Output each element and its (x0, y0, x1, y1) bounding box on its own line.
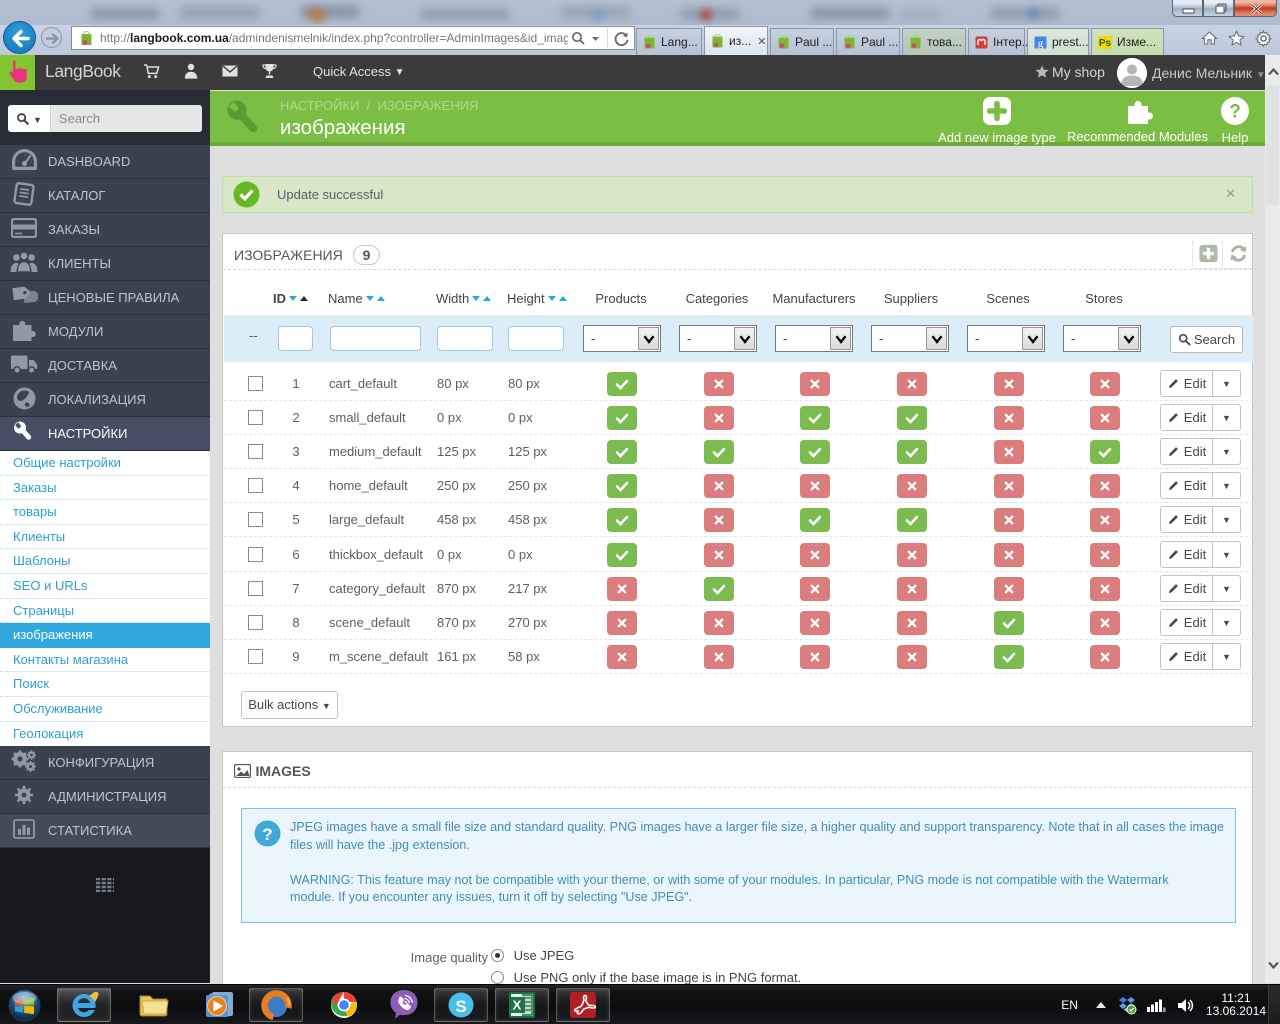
svg-text:X: X (513, 998, 522, 1013)
svg-text:Ps: Ps (1099, 38, 1112, 49)
svg-text:?: ? (1229, 102, 1241, 123)
svg-text:S: S (455, 997, 466, 1016)
svg-text:g: g (1038, 37, 1044, 49)
svg-text:?: ? (262, 825, 272, 844)
